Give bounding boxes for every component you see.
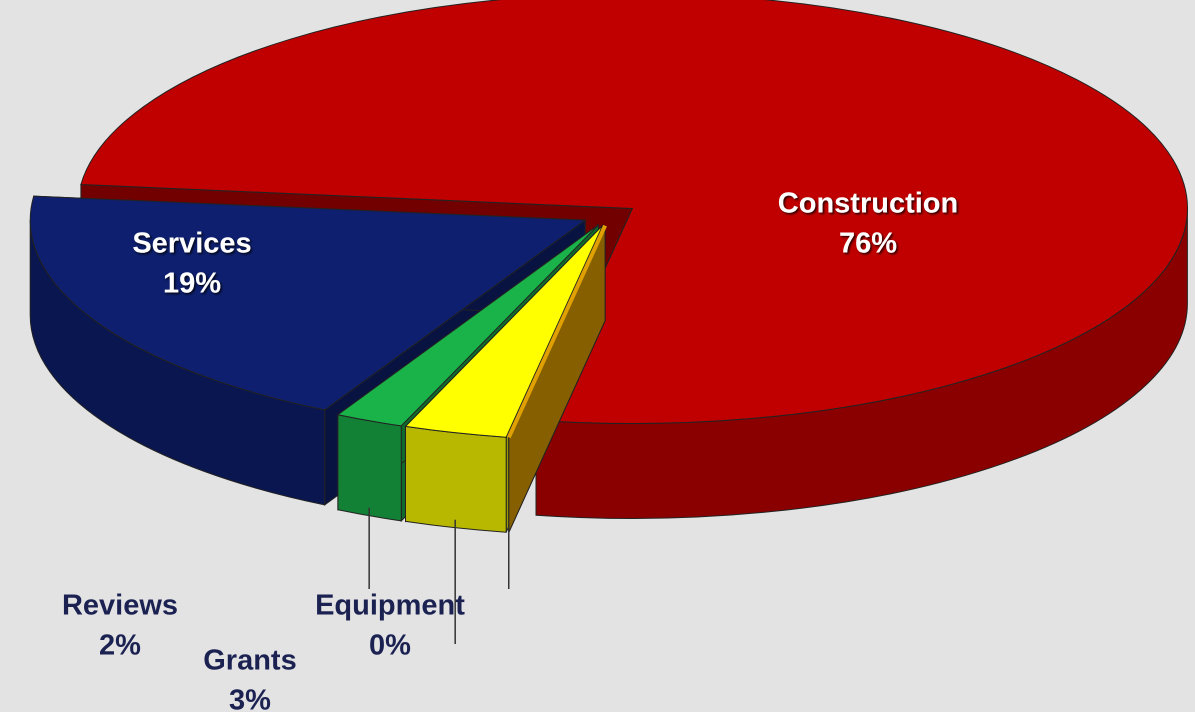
slice-label: Reviews <box>62 590 178 622</box>
slice-value-label: 2% <box>99 630 141 662</box>
slice-label: Equipment <box>315 590 465 622</box>
slice-value-label: 0% <box>369 630 411 662</box>
slice-value-label: 76% <box>839 228 897 260</box>
slice-wall <box>405 425 507 533</box>
slice-label: Construction <box>778 188 958 220</box>
slice-value-label: 19% <box>163 268 221 300</box>
slice-wall <box>337 414 402 522</box>
slice-top <box>336 224 599 427</box>
slice-label: Services <box>132 228 251 260</box>
slice-top <box>506 224 607 439</box>
slice-top <box>404 225 604 438</box>
slice-label: Grants <box>203 645 296 677</box>
slice-top <box>29 195 587 411</box>
slice-value-label: 3% <box>229 685 271 712</box>
slice-top <box>80 0 1188 424</box>
